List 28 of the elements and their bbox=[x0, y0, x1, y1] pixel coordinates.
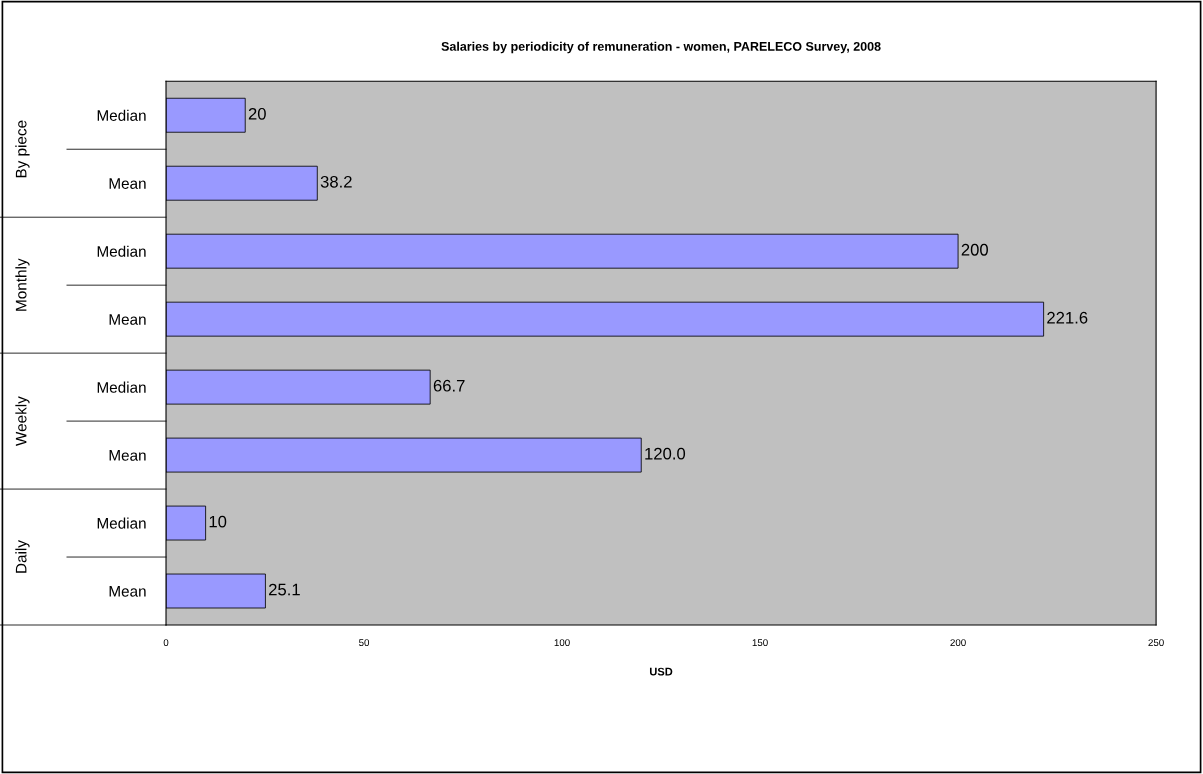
data-label: 221.6 bbox=[1047, 311, 1088, 324]
data-label: 38.2 bbox=[320, 175, 352, 188]
y-tick-label: Mean bbox=[109, 178, 146, 189]
data-label: 20 bbox=[248, 107, 266, 120]
x-tick-label: 250 bbox=[1148, 639, 1164, 647]
text: Monthly bbox=[15, 258, 30, 311]
text: By piece bbox=[15, 120, 30, 178]
data-label: 66.7 bbox=[433, 379, 465, 392]
x-axis-title: USD bbox=[649, 667, 673, 676]
x-tick-label: 100 bbox=[554, 639, 570, 647]
y-tick-label: Median bbox=[97, 517, 146, 529]
x-tick-label: 150 bbox=[752, 639, 768, 647]
y-tick-label: Median bbox=[97, 245, 146, 257]
data-label: 10 bbox=[209, 515, 227, 528]
x-tick-label: 50 bbox=[359, 639, 370, 647]
y-tick-label: Mean bbox=[109, 450, 146, 461]
text: Weekly bbox=[15, 396, 30, 446]
y-tick-label: Median bbox=[97, 381, 146, 393]
data-label: 200 bbox=[961, 243, 988, 256]
x-tick-label: 200 bbox=[950, 639, 966, 647]
y-tick-label: Median bbox=[97, 109, 146, 121]
y-tick-label: Mean bbox=[109, 314, 146, 325]
chart-title: Salaries by periodicity of remuneration - women, PARELECO Survey, 2008 bbox=[441, 41, 881, 54]
y-tick-label: Mean bbox=[109, 586, 146, 597]
text: Daily bbox=[15, 540, 30, 573]
data-label: 25.1 bbox=[269, 583, 300, 596]
data-label: 120.0 bbox=[645, 447, 686, 460]
x-tick-label: 0 bbox=[163, 639, 169, 647]
